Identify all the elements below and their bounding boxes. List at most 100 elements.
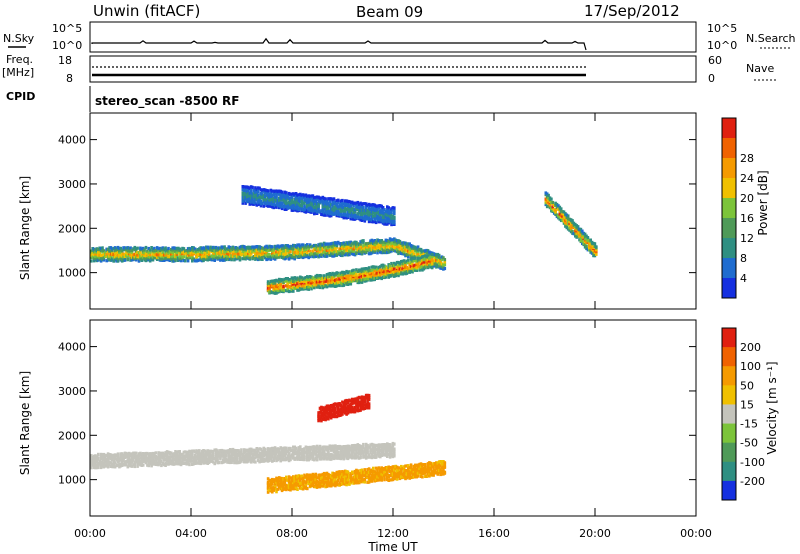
- velocity-cell: [317, 473, 320, 477]
- velocity-cell: [113, 465, 117, 469]
- velocity-cell: [216, 449, 219, 453]
- power-cell: [313, 255, 316, 259]
- power-cell: [322, 281, 326, 285]
- power-cell: [148, 259, 152, 263]
- velocity-cell: [341, 448, 344, 452]
- power-cell: [272, 199, 275, 203]
- power-cell: [214, 255, 218, 259]
- velocity-cell: [221, 452, 225, 457]
- power-cell: [237, 254, 240, 258]
- power-cell: [387, 219, 390, 223]
- beam-title: Beam 09: [356, 3, 423, 21]
- power-cell: [210, 246, 214, 250]
- power-cell: [263, 194, 267, 198]
- power-cell: [161, 257, 165, 261]
- power-cell: [148, 255, 152, 259]
- velocity-cell: [289, 481, 292, 485]
- power-cell: [263, 245, 267, 249]
- power-cell: [380, 246, 383, 250]
- velocity-cell: [343, 476, 347, 481]
- power-cell: [278, 206, 281, 210]
- power-cell: [289, 196, 292, 200]
- velocity-cell: [328, 453, 332, 457]
- velocity-cell: [360, 451, 364, 455]
- power-cell: [346, 250, 350, 254]
- velocity-cell: [355, 444, 358, 448]
- power-cell: [394, 262, 397, 266]
- power-cell: [139, 257, 142, 261]
- power-cell: [550, 209, 553, 213]
- power-cell: [95, 249, 99, 253]
- power-cell: [390, 220, 393, 224]
- velocity-cell: [272, 456, 275, 460]
- velocity-cell: [386, 445, 389, 449]
- power-cell: [377, 243, 381, 247]
- power-cell: [287, 245, 291, 249]
- velocity-cell: [299, 478, 302, 482]
- velocity-cell: [301, 452, 305, 456]
- power-cell: [363, 251, 367, 255]
- power-cell: [554, 203, 557, 207]
- power-cell: [384, 265, 388, 269]
- velocity-cell: [188, 449, 191, 453]
- power-cell: [360, 218, 364, 222]
- velocity-cell: [207, 454, 211, 458]
- velocity-cell: [357, 475, 361, 479]
- power-cell: [376, 273, 379, 277]
- power-cell: [262, 204, 266, 208]
- power-cell: [238, 255, 242, 260]
- velocity-cell: [146, 451, 149, 456]
- power-cell: [314, 205, 317, 209]
- power-cell: [272, 287, 275, 291]
- power-cell: [582, 231, 585, 235]
- power-cell: [343, 280, 347, 284]
- velocity-cell: [141, 454, 145, 458]
- power-cell: [299, 206, 302, 210]
- velocity-cell: [231, 451, 235, 455]
- power-cell: [258, 195, 261, 199]
- velocity-cell: [271, 450, 274, 455]
- power-cell: [575, 224, 578, 228]
- velocity-cell: [335, 449, 339, 453]
- power-cell: [366, 267, 369, 271]
- power-cell: [387, 272, 390, 277]
- power-cell: [294, 281, 298, 285]
- velocity-cell: [348, 444, 351, 448]
- power-cell: [244, 249, 247, 253]
- power-cell: [402, 269, 406, 273]
- velocity-cell: [269, 483, 273, 487]
- power-cell: [334, 272, 337, 276]
- power-cell: [220, 252, 224, 257]
- power-cell: [576, 227, 580, 231]
- power-cell: [559, 210, 563, 214]
- power-cell: [262, 246, 266, 250]
- velocity-cell: [313, 473, 316, 478]
- power-cell: [369, 241, 372, 245]
- power-cell: [384, 215, 388, 219]
- power-cell: [328, 250, 332, 254]
- power-cell: [101, 257, 104, 261]
- power-cell: [377, 269, 381, 273]
- power-cell: [324, 284, 327, 288]
- power-cell: [376, 246, 379, 250]
- power-cell: [332, 272, 336, 277]
- velocity-cell: [164, 454, 167, 458]
- velocity-cell: [158, 461, 162, 465]
- velocity-cell: [328, 446, 332, 450]
- power-cell: [280, 278, 284, 282]
- velocity-cell: [92, 461, 96, 465]
- power-cell: [329, 284, 333, 288]
- power-cell: [582, 235, 585, 239]
- power-cell: [188, 253, 191, 257]
- power-cell: [583, 232, 587, 236]
- power-cell: [219, 254, 222, 258]
- velocity-cell: [160, 451, 163, 455]
- power-cell: [300, 282, 303, 286]
- power-cell: [428, 250, 431, 254]
- velocity-cell: [153, 452, 156, 456]
- velocity-cell: [306, 478, 309, 482]
- power-cell: [422, 260, 426, 264]
- power-cell: [442, 265, 445, 269]
- velocity-cell: [383, 452, 386, 457]
- power-cell: [289, 246, 292, 250]
